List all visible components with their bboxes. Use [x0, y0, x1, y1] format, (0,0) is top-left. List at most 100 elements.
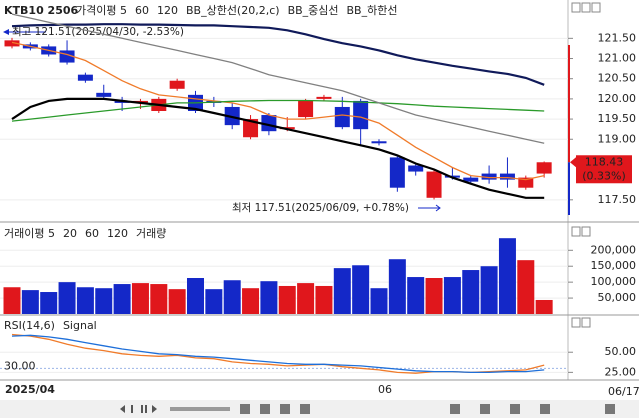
series-line — [11, 23, 545, 86]
last-price: 118.43 — [585, 155, 624, 168]
toolbar — [0, 400, 639, 418]
candle-body — [371, 141, 387, 144]
series-line — [11, 334, 545, 374]
annotation-arrow — [418, 204, 441, 212]
annotation-arrowhead — [3, 29, 9, 35]
candle-body — [353, 100, 369, 130]
candle-body — [316, 96, 332, 99]
tool-icon[interactable] — [450, 404, 460, 414]
y-tick-label: 50.00 — [605, 345, 637, 358]
annotation: 최고 121.51(2025/04/30, -2.53%) — [12, 26, 184, 38]
volume-bar — [223, 280, 241, 314]
candle-body — [481, 173, 497, 180]
candle-body — [426, 171, 442, 198]
volume-bar — [498, 238, 516, 314]
volume-bar — [352, 265, 370, 314]
volume-bar — [315, 285, 333, 314]
candle-body — [536, 162, 552, 174]
volume-bar — [333, 268, 351, 314]
panel-button[interactable] — [571, 2, 581, 13]
series-line — [11, 97, 545, 199]
volume-bar — [21, 290, 39, 314]
candle-body — [169, 80, 185, 89]
y-tick-label: 117.50 — [598, 193, 637, 206]
tool-icon[interactable] — [280, 404, 290, 414]
y-tick-label: 119.50 — [598, 112, 637, 125]
panel-button[interactable] — [581, 317, 591, 328]
tool-icon[interactable] — [540, 404, 550, 414]
annotation: 최저 117.51(2025/06/09, +0.78%) — [232, 202, 409, 214]
legend-entry: RSI(14,6) — [4, 319, 55, 332]
volume-bar — [40, 292, 58, 314]
candle-body — [518, 177, 534, 188]
last-change: (0.33%) — [582, 169, 626, 182]
y-tick-label: 121.50 — [598, 31, 637, 44]
volume-bar — [76, 287, 94, 314]
tool-icon[interactable] — [260, 404, 270, 414]
volume-bar — [260, 281, 278, 314]
volume-bar — [480, 266, 498, 314]
volume-bar — [517, 260, 535, 314]
volume-bar — [297, 283, 315, 314]
series-line — [11, 13, 545, 144]
y-tick-label: 121.00 — [598, 52, 637, 65]
legend-entry: 60 — [85, 227, 99, 240]
volume-bar — [407, 277, 425, 314]
y-tick-label: 25.00 — [605, 365, 637, 378]
level-label: 30.00 — [4, 359, 36, 372]
candle-body — [389, 157, 405, 188]
scrollbar[interactable] — [170, 407, 230, 411]
volume-bar — [388, 259, 406, 314]
last-price-box — [576, 155, 632, 184]
tool-icon[interactable] — [510, 404, 520, 414]
candle-body — [334, 106, 350, 128]
legend-entry: BB_상한선(20,2,c) — [186, 4, 280, 17]
volume-bar — [95, 288, 113, 314]
candle-body — [77, 74, 93, 81]
y-tick-label: 100,000 — [591, 275, 637, 288]
legend-entry: BB_하한선 — [347, 3, 398, 17]
tool-icon[interactable] — [240, 404, 250, 414]
candle-body — [4, 40, 20, 47]
ticker: KTB10 2506 — [4, 4, 79, 17]
legend-entry: 가격이평 5 — [76, 4, 127, 17]
volume-bar — [278, 285, 296, 314]
x-label: 06 — [378, 383, 392, 396]
volume-bar — [443, 277, 461, 314]
tool-icon[interactable] — [480, 404, 490, 414]
volume-bar — [3, 287, 21, 314]
tool-icon[interactable] — [300, 404, 310, 414]
panel-button[interactable] — [581, 2, 591, 13]
volume-bar — [131, 283, 149, 314]
volume-bar — [205, 289, 223, 314]
panel-button[interactable] — [571, 226, 581, 237]
candle-body — [243, 119, 259, 138]
y-tick-label: 50,000 — [598, 291, 637, 304]
legend-entry: 120 — [157, 4, 178, 17]
candle-body — [261, 115, 277, 132]
volume-bar — [242, 288, 260, 314]
volume-bar — [58, 282, 76, 314]
volume-bar — [187, 278, 204, 314]
series-line — [11, 99, 545, 122]
candle-body — [463, 177, 479, 182]
candle-body — [499, 173, 515, 180]
panel-button[interactable] — [581, 226, 591, 237]
volume-bar — [113, 284, 131, 314]
panel-buttons[interactable] — [571, 2, 601, 328]
legend-entry: 60 — [135, 4, 149, 17]
legend-entry: 120 — [107, 227, 128, 240]
last-price-pointer — [570, 157, 576, 168]
volume-bar — [535, 299, 553, 314]
panel-button[interactable] — [591, 2, 601, 13]
toolbar-icons[interactable] — [120, 404, 615, 414]
candle-body — [298, 100, 314, 118]
panel-button[interactable] — [571, 317, 581, 328]
volume-bar — [150, 284, 168, 314]
tool-icon[interactable] — [605, 404, 615, 414]
y-tick-label: 200,000 — [591, 243, 637, 256]
volume-bar — [462, 270, 480, 314]
candle-body — [96, 92, 112, 97]
